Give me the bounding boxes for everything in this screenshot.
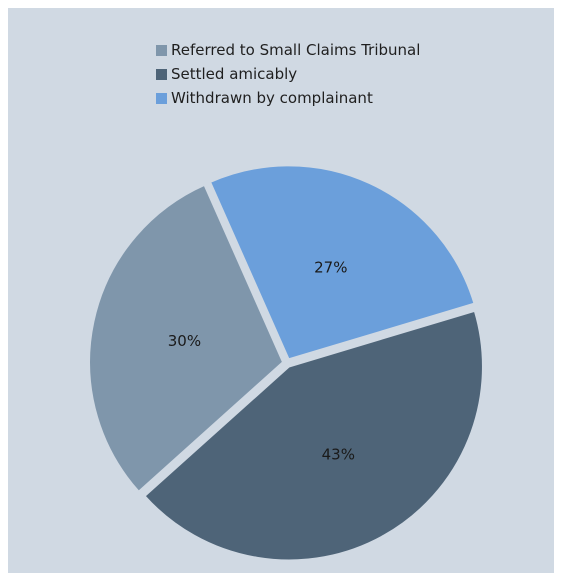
pie-labels: 27% 30% 43% bbox=[168, 259, 355, 464]
slice-referred bbox=[88, 183, 285, 494]
legend-item-referred: Referred to Small Claims Tribunal bbox=[156, 38, 420, 62]
label-settled: 43% bbox=[322, 445, 355, 463]
slice-settled bbox=[143, 309, 484, 562]
legend: Referred to Small Claims Tribunal Settle… bbox=[156, 38, 420, 110]
legend-item-settled: Settled amicably bbox=[156, 62, 420, 86]
legend-label-referred: Referred to Small Claims Tribunal bbox=[171, 41, 421, 59]
pie-slices bbox=[88, 164, 484, 562]
label-referred: 30% bbox=[168, 332, 201, 350]
slice-withdrawn bbox=[208, 164, 476, 361]
legend-swatch-referred bbox=[156, 44, 167, 56]
legend-label-withdrawn: Withdrawn by complainant bbox=[171, 89, 373, 107]
legend-swatch-settled bbox=[156, 68, 167, 80]
legend-item-withdrawn: Withdrawn by complainant bbox=[156, 86, 420, 110]
legend-label-settled: Settled amicably bbox=[171, 65, 298, 83]
label-withdrawn: 27% bbox=[314, 259, 347, 277]
legend-swatch-withdrawn bbox=[156, 92, 167, 104]
